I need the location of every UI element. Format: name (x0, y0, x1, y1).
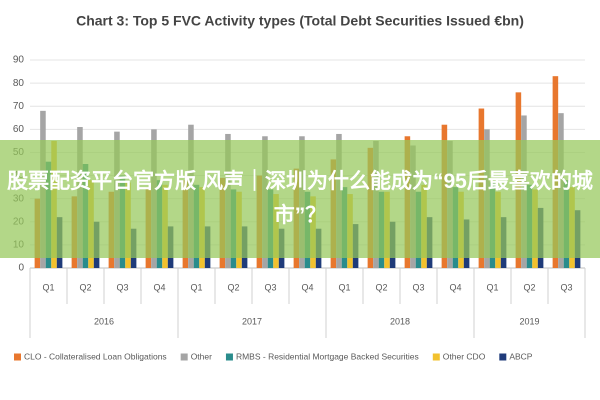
group-label: 2017 (242, 316, 262, 326)
x-tick-label: Q2 (227, 282, 239, 292)
y-tick-label: 0 (18, 263, 24, 274)
legend-label: Other (191, 351, 212, 361)
legend-swatch (499, 353, 507, 361)
group-label: 2019 (519, 316, 539, 326)
legend-label: ABCP (509, 351, 532, 361)
legend-label: RMBS - Residential Mortgage Backed Secur… (236, 351, 419, 361)
x-tick-label: Q1 (190, 282, 202, 292)
x-tick-label: Q3 (116, 282, 128, 292)
legend-swatch (14, 353, 21, 361)
x-tick-label: Q1 (42, 282, 54, 292)
x-tick-label: Q4 (301, 282, 313, 292)
y-tick-label: 90 (13, 55, 25, 66)
x-tick-label: Q3 (264, 282, 276, 292)
group-label: 2016 (94, 316, 114, 326)
x-tick-label: Q2 (523, 282, 535, 292)
x-tick-label: Q3 (412, 282, 424, 292)
x-tick-label: Q4 (449, 282, 461, 292)
x-tick-label: Q4 (153, 282, 165, 292)
x-tick-label: Q1 (338, 282, 350, 292)
x-tick-label: Q2 (375, 282, 387, 292)
banner-text: 股票配资平台官方版 风声｜深圳为什么能成为“95后最喜欢的城市”？ (7, 170, 593, 227)
y-tick-label: 80 (13, 78, 25, 89)
x-tick-label: Q3 (560, 282, 572, 292)
legend-label: CLO - Collateralised Loan Obligations (24, 351, 167, 361)
group-label: 2018 (390, 316, 410, 326)
y-tick-label: 70 (13, 101, 25, 112)
legend-swatch (432, 353, 440, 361)
banner: 股票配资平台官方版 风声｜深圳为什么能成为“95后最喜欢的城市”？ (0, 140, 600, 258)
x-tick-label: Q1 (486, 282, 498, 292)
x-tick-label: Q2 (79, 282, 91, 292)
y-tick-label: 60 (13, 124, 25, 135)
chart-title: Chart 3: Top 5 FVC Activity types (Total… (76, 13, 524, 29)
legend-label: Other CDO (443, 351, 486, 361)
legend-swatch (225, 353, 233, 361)
legend-swatch (180, 353, 188, 361)
